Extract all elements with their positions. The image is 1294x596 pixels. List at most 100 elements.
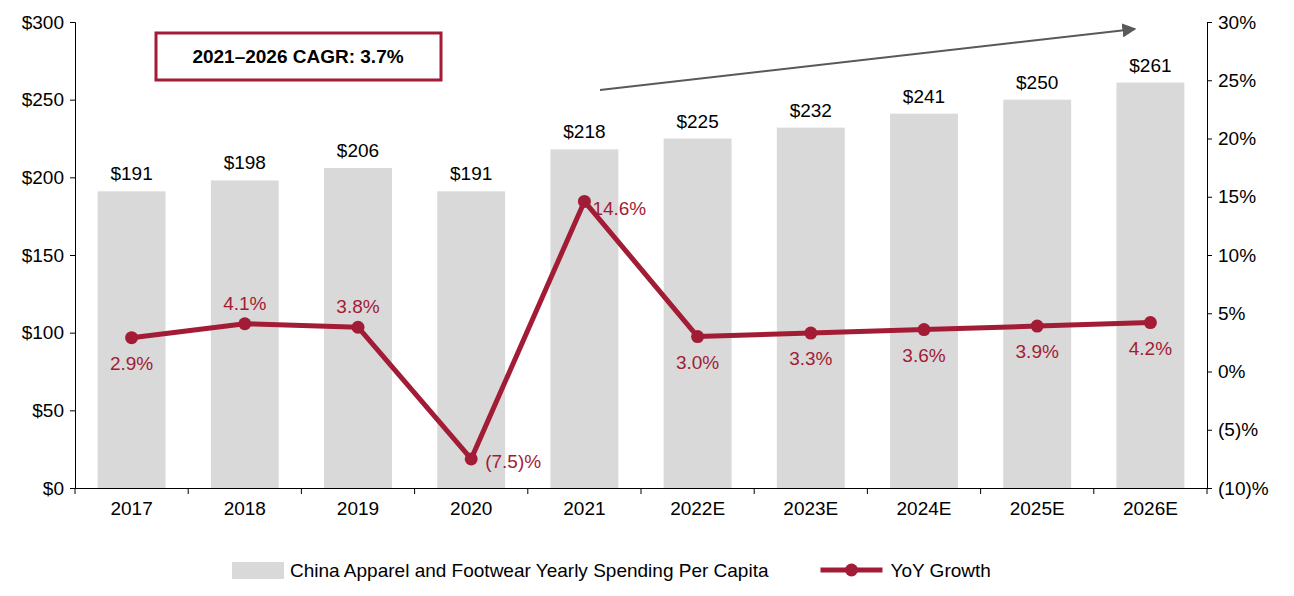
tick-mark xyxy=(1207,139,1212,140)
plot-area xyxy=(98,83,1185,488)
tick: 10% xyxy=(1207,245,1256,266)
tick: 2017 xyxy=(110,488,152,519)
bar xyxy=(777,128,845,488)
legend-marker xyxy=(845,564,858,577)
data-label: $261 xyxy=(1129,55,1171,76)
tick: 5% xyxy=(1207,303,1246,324)
category-separator xyxy=(301,488,302,494)
tick: $200 xyxy=(22,167,75,188)
data-label: $250 xyxy=(1016,72,1058,93)
axis-line xyxy=(70,23,76,489)
bar xyxy=(211,180,279,488)
tick-label: 2018 xyxy=(224,498,266,519)
tick: $150 xyxy=(22,245,75,266)
tick-mark xyxy=(1207,488,1212,489)
marker xyxy=(1031,320,1044,333)
marker xyxy=(465,452,478,465)
tick: (5)% xyxy=(1207,419,1258,440)
tick-label: (10)% xyxy=(1218,478,1269,499)
data-label: 4.1% xyxy=(223,293,266,314)
tick: 2023E xyxy=(783,488,838,519)
data-label: 3.6% xyxy=(902,345,945,366)
tick-label: $300 xyxy=(22,12,64,33)
tick: 2026E xyxy=(1123,488,1178,519)
bar xyxy=(664,139,732,489)
tick-label: 20% xyxy=(1218,128,1256,149)
data-label: $232 xyxy=(790,100,832,121)
annotation: 2021–2026 CAGR: 3.7% xyxy=(192,46,403,67)
legend-label: China Apparel and Footwear Yearly Spendi… xyxy=(290,560,769,581)
tick: 2020 xyxy=(450,488,492,519)
bar xyxy=(1003,100,1071,488)
tick-mark xyxy=(1207,430,1212,431)
category-separator xyxy=(980,488,981,494)
tick-label: 2026E xyxy=(1123,498,1178,519)
axis-line xyxy=(1208,23,1213,489)
tick-label: $150 xyxy=(22,245,64,266)
tick: $250 xyxy=(22,89,75,110)
tick-mark xyxy=(70,333,75,334)
tick-label: 25% xyxy=(1218,70,1256,91)
bar xyxy=(890,114,958,488)
tick-label: 5% xyxy=(1218,303,1246,324)
tick-label: 2024E xyxy=(897,498,952,519)
tick-mark xyxy=(70,410,75,411)
marker xyxy=(691,330,704,343)
tick-label: 2020 xyxy=(450,498,492,519)
tick-mark xyxy=(70,22,75,23)
data-label: $218 xyxy=(563,121,605,142)
tick: 20% xyxy=(1207,128,1256,149)
data-label: 3.8% xyxy=(336,296,379,317)
tick-label: 2023E xyxy=(783,498,838,519)
tick: 2024E xyxy=(897,488,952,519)
legend-swatch xyxy=(232,562,284,579)
data-label: 14.6% xyxy=(592,198,646,219)
y-axis: $0$50$100$150$200$250$300 xyxy=(22,12,76,499)
data-label: 3.3% xyxy=(789,348,832,369)
tick-label: 2022E xyxy=(670,498,725,519)
data-label: $191 xyxy=(450,163,492,184)
y2-axis: (10)%(5)%0%5%10%15%20%25%30% xyxy=(1207,12,1269,499)
marker xyxy=(352,321,365,334)
tick-mark xyxy=(1207,197,1212,198)
tick-label: $50 xyxy=(32,400,64,421)
bar xyxy=(98,191,166,488)
data-label: $198 xyxy=(224,152,266,173)
category-separator xyxy=(641,488,642,494)
data-label: 3.9% xyxy=(1016,341,1059,362)
tick-label: 2021 xyxy=(563,498,605,519)
category-separator xyxy=(1207,488,1208,494)
data-label: $191 xyxy=(110,163,152,184)
category-separator xyxy=(75,488,76,494)
marker xyxy=(918,323,931,336)
data-label: 2.9% xyxy=(110,353,153,374)
tick-label: 2019 xyxy=(337,498,379,519)
category-separator xyxy=(754,488,755,494)
tick-mark xyxy=(1207,80,1212,81)
marker xyxy=(125,331,138,344)
tick-label: (5)% xyxy=(1218,419,1258,440)
x-axis: 2017 2018 2019 2020 2021 2022E 2023E 2024E 2025E… xyxy=(76,488,1208,519)
tick: $50 xyxy=(32,400,75,421)
category-separator xyxy=(1093,488,1094,494)
tick: 2018 xyxy=(224,488,266,519)
category-separator xyxy=(188,488,189,494)
category-separator xyxy=(867,488,868,494)
tick: $100 xyxy=(22,322,75,343)
marker xyxy=(804,327,817,340)
marker xyxy=(238,317,251,330)
data-label: 3.0% xyxy=(676,352,719,373)
annotation-box xyxy=(156,33,441,80)
tick-mark xyxy=(1207,372,1212,373)
category-separator xyxy=(414,488,415,494)
category-separator xyxy=(527,488,528,494)
tick: 2025E xyxy=(1010,488,1065,519)
tick: 2019 xyxy=(337,488,379,519)
tick-mark xyxy=(1207,255,1212,256)
tick-mark xyxy=(70,488,75,489)
data-label: (7.5)% xyxy=(485,451,541,472)
tick-mark xyxy=(70,100,75,101)
tick-label: $100 xyxy=(22,322,64,343)
data-label: $225 xyxy=(676,111,718,132)
marker xyxy=(578,195,591,208)
